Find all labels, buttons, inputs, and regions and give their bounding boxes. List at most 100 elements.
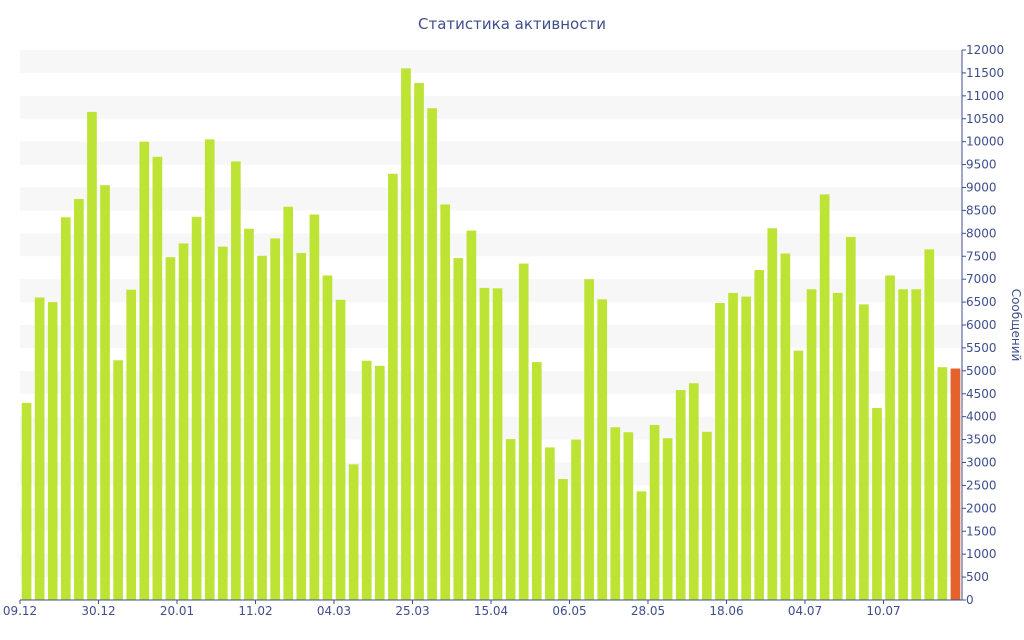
grid-band	[20, 279, 962, 303]
bar[interactable]	[414, 83, 424, 600]
bar[interactable]	[518, 263, 529, 600]
x-tick-label: 20.01	[160, 604, 194, 618]
bar[interactable]	[937, 367, 948, 600]
bar[interactable]	[636, 491, 647, 600]
tick-labels: 0 500 1000 1500 2000 2500 3000 3500 4000 4500 5000…	[3, 43, 1004, 618]
bar[interactable]	[244, 228, 254, 600]
y-tick-label: 11500	[966, 66, 1004, 80]
bar[interactable]	[859, 304, 869, 600]
bar[interactable]	[453, 258, 464, 600]
y-tick-label: 2000	[966, 501, 997, 515]
bar[interactable]	[309, 214, 320, 600]
x-tick-label: 04.03	[317, 604, 351, 618]
bar[interactable]	[21, 402, 32, 600]
bar[interactable]	[322, 275, 333, 601]
bar[interactable]	[662, 438, 673, 600]
grid-band	[20, 325, 962, 348]
bar[interactable]	[558, 479, 568, 600]
bar[interactable]	[610, 427, 621, 600]
grid-band	[20, 370, 962, 394]
y-tick-label: 4000	[966, 410, 997, 424]
y-tick-label: 3500	[966, 433, 997, 447]
y-tick-label: 6000	[966, 318, 997, 332]
bar[interactable]	[950, 368, 961, 600]
bar[interactable]	[872, 407, 882, 600]
bar[interactable]	[715, 303, 725, 600]
bar[interactable]	[702, 431, 712, 600]
y-tick-label: 11000	[966, 89, 1004, 103]
bar[interactable]	[126, 289, 137, 600]
bar[interactable]	[257, 255, 267, 600]
y-tick-label: 5000	[966, 364, 997, 378]
bar[interactable]	[139, 141, 150, 600]
bar[interactable]	[113, 360, 123, 600]
bar[interactable]	[178, 243, 189, 600]
bar[interactable]	[741, 296, 751, 600]
bar[interactable]	[780, 253, 791, 601]
bar[interactable]	[388, 173, 398, 600]
bar[interactable]	[531, 362, 542, 600]
bar[interactable]	[845, 237, 856, 600]
grid-band	[20, 50, 962, 73]
bar[interactable]	[675, 390, 686, 600]
grid-band	[20, 95, 962, 119]
bar[interactable]	[728, 292, 738, 600]
bar[interactable]	[466, 230, 477, 601]
bar[interactable]	[649, 424, 660, 600]
bar[interactable]	[688, 383, 699, 600]
bar[interactable]	[191, 216, 202, 601]
y-tick-label: 2500	[966, 478, 997, 492]
bar[interactable]	[100, 185, 110, 601]
bar[interactable]	[270, 238, 280, 600]
bar[interactable]	[231, 161, 241, 600]
bar[interactable]	[885, 275, 895, 601]
bar[interactable]	[924, 249, 935, 600]
x-tick-label: 11.02	[238, 604, 272, 618]
bar[interactable]	[152, 156, 163, 600]
bar[interactable]	[34, 297, 45, 601]
bar[interactable]	[47, 302, 58, 600]
grid-band	[20, 554, 962, 578]
bar[interactable]	[348, 464, 359, 600]
bar[interactable]	[832, 292, 843, 600]
y-tick-label: 10000	[966, 135, 1004, 149]
bar[interactable]	[479, 287, 490, 600]
bar[interactable]	[584, 279, 594, 600]
bar[interactable]	[60, 217, 71, 600]
bar[interactable]	[283, 206, 294, 600]
bar[interactable]	[335, 299, 346, 600]
bar[interactable]	[754, 270, 765, 600]
bar[interactable]	[296, 253, 307, 600]
bar[interactable]	[571, 439, 581, 600]
bar[interactable]	[217, 246, 228, 600]
bar[interactable]	[361, 360, 372, 600]
bar[interactable]	[74, 198, 84, 601]
y-tick-label: 1500	[966, 524, 997, 538]
bar[interactable]	[427, 108, 437, 600]
bar[interactable]	[597, 299, 608, 600]
bar[interactable]	[623, 432, 634, 600]
bar[interactable]	[793, 350, 804, 600]
bar[interactable]	[401, 68, 411, 601]
bar[interactable]	[545, 447, 555, 600]
bar[interactable]	[505, 439, 516, 600]
bar[interactable]	[492, 288, 503, 600]
bar[interactable]	[87, 111, 97, 600]
y-tick-label: 500	[966, 570, 989, 584]
bar[interactable]	[911, 289, 922, 600]
y-tick-label: 4500	[966, 387, 997, 401]
bar[interactable]	[898, 289, 908, 600]
bar[interactable]	[767, 228, 778, 600]
x-tick-label: 15.04	[474, 604, 508, 618]
bar[interactable]	[440, 204, 451, 601]
bar[interactable]	[819, 194, 830, 600]
bar[interactable]	[165, 257, 176, 600]
y-tick-label: 12000	[966, 43, 1004, 57]
bar[interactable]	[204, 139, 215, 600]
y-tick-label: 1000	[966, 547, 997, 561]
y-tick-label: 9000	[966, 181, 997, 195]
bar[interactable]	[374, 365, 385, 600]
x-tick-label: 28.05	[631, 604, 665, 618]
bar[interactable]	[806, 289, 817, 600]
